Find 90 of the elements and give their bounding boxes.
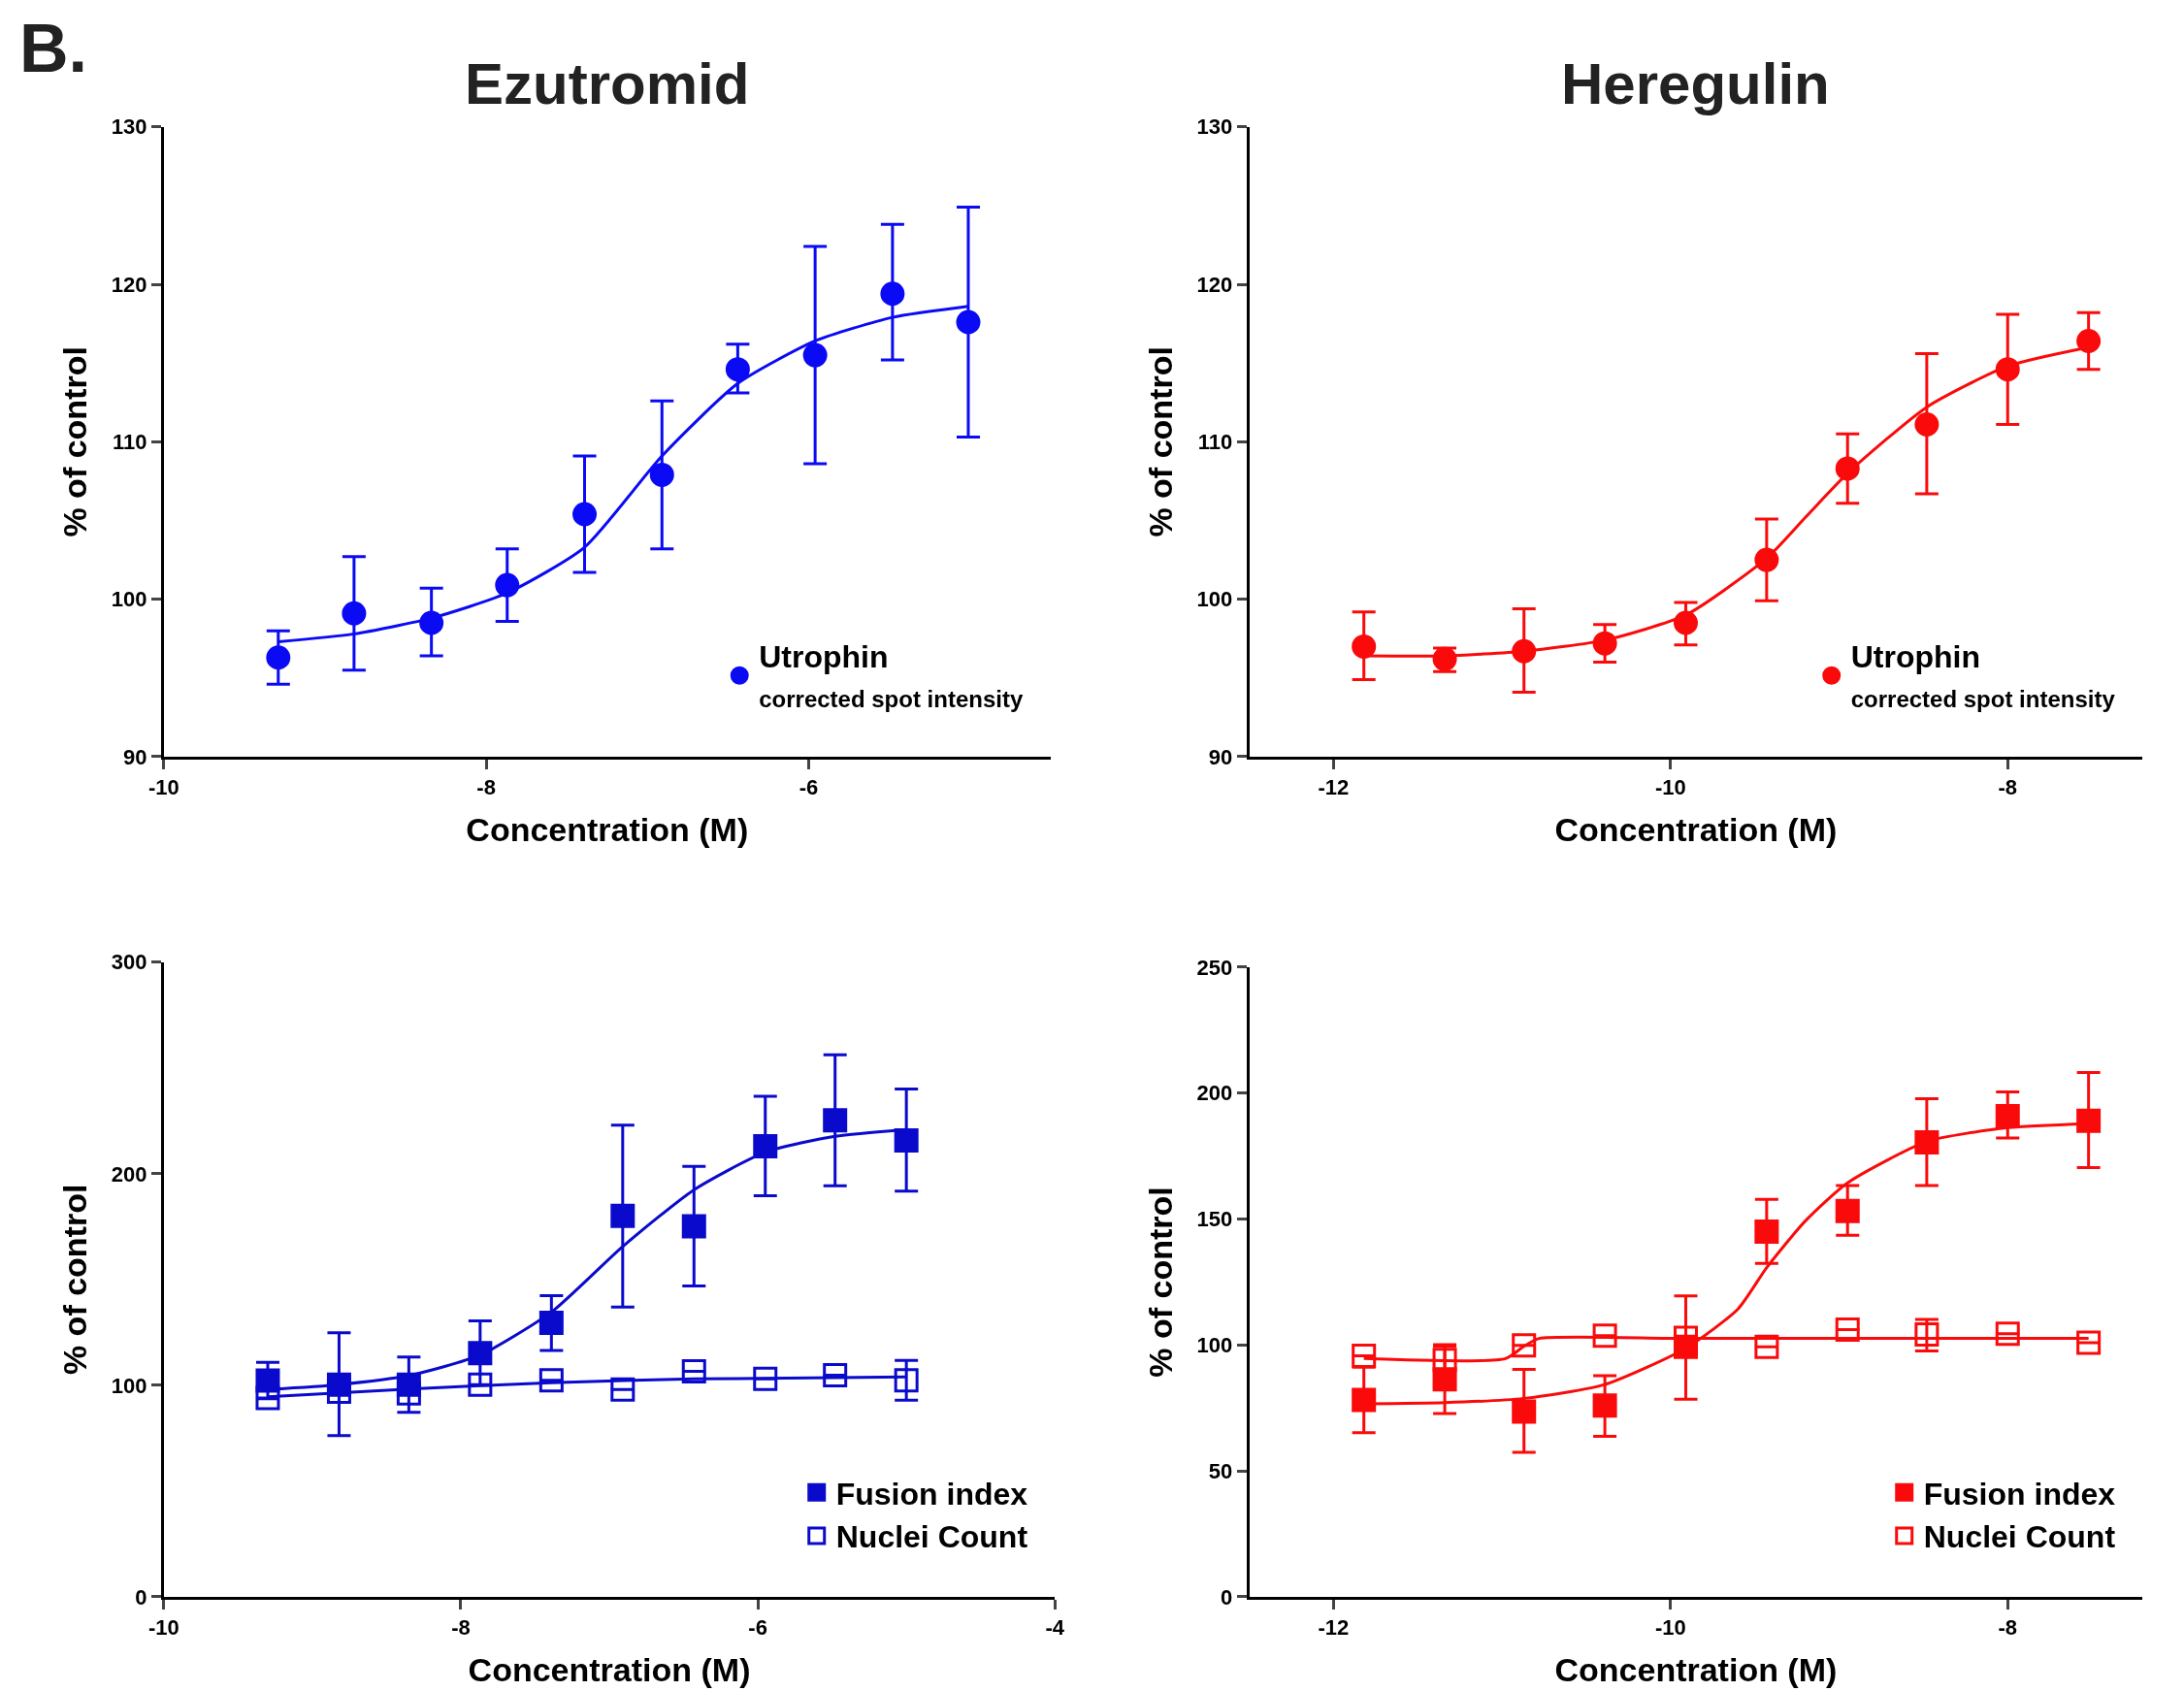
point [1592, 1323, 1617, 1349]
point [1995, 1321, 2020, 1347]
point [880, 281, 905, 307]
y-tick-label: 120 [1196, 272, 1233, 297]
legend-label: Utrophin corrected spot intensity [759, 638, 1024, 713]
x-tick-label: -8 [476, 775, 496, 800]
point [823, 1108, 848, 1133]
y-axis-title: % of control [56, 346, 94, 537]
point [610, 1203, 636, 1228]
point [396, 1381, 421, 1406]
x-tick-label: -10 [1654, 775, 1686, 800]
legend-label: Fusion index [835, 1476, 1028, 1512]
point [649, 462, 674, 487]
point [956, 309, 981, 335]
point [610, 1377, 636, 1402]
y-tick-label: 110 [1197, 430, 1233, 455]
y-axis-title: % of control [1142, 346, 1180, 537]
y-tick-label: 100 [1196, 1333, 1233, 1358]
point [725, 357, 750, 382]
x-tick-label: -6 [748, 1615, 767, 1641]
point [538, 1368, 564, 1393]
x-axis-title: Concentration (M) [1554, 1650, 1838, 1688]
legend-label: Nuclei Count [835, 1519, 1028, 1555]
point [538, 1311, 564, 1336]
y-tick-label: 120 [111, 272, 147, 297]
point [2076, 1330, 2102, 1355]
point [1352, 1387, 1377, 1413]
point [266, 645, 291, 670]
point [1914, 412, 1940, 437]
point [1592, 1393, 1617, 1418]
point [1352, 634, 1377, 659]
point [1432, 1348, 1457, 1373]
x-tick-label: -10 [147, 1615, 179, 1641]
y-axis-title: % of control [1142, 1187, 1180, 1378]
point [342, 601, 367, 626]
point [1754, 1334, 1779, 1359]
legend-label: Fusion index [1923, 1476, 2116, 1512]
point [823, 1362, 848, 1387]
point [1995, 1103, 2020, 1128]
y-tick-label: 100 [111, 587, 147, 612]
y-tick-label: 250 [1196, 955, 1233, 980]
chart-title: Heregulin [1561, 51, 1830, 116]
y-tick-label: 90 [122, 744, 147, 769]
x-tick-label: -10 [147, 775, 179, 800]
point [1512, 1399, 1537, 1424]
point [326, 1379, 351, 1404]
y-tick-label: 0 [1220, 1584, 1233, 1610]
point [1835, 1317, 1860, 1343]
y-tick-label: 300 [111, 950, 147, 975]
legend-label: Nuclei Count [1923, 1519, 2116, 1555]
point [1754, 1219, 1779, 1245]
x-axis-title: Concentration (M) [1554, 810, 1838, 848]
y-tick-label: 110 [112, 430, 147, 455]
x-tick-label: -12 [1318, 1615, 1350, 1641]
point [802, 342, 828, 368]
x-tick-label: -12 [1318, 775, 1350, 800]
x-tick-label: -8 [1998, 1615, 2018, 1641]
y-tick-label: 100 [1196, 587, 1233, 612]
y-tick-label: 130 [1196, 114, 1233, 140]
y-tick-label: 100 [111, 1373, 147, 1398]
x-tick-label: -4 [1045, 1615, 1065, 1641]
y-tick-label: 90 [1208, 744, 1233, 769]
y-tick-label: 0 [135, 1584, 147, 1610]
point [753, 1366, 778, 1391]
x-tick-label: -6 [799, 775, 819, 800]
y-tick-label: 200 [111, 1161, 147, 1187]
point [572, 502, 598, 527]
x-tick-label: -8 [1998, 775, 2018, 800]
point [681, 1214, 706, 1239]
chart-title: Ezutromid [465, 51, 750, 116]
point [681, 1358, 706, 1383]
point [894, 1368, 919, 1393]
point [1352, 1344, 1377, 1369]
x-axis-title: Concentration (M) [466, 810, 749, 848]
point [1914, 1321, 1940, 1347]
point [894, 1128, 919, 1154]
y-tick-label: 50 [1208, 1458, 1233, 1483]
point [1512, 1333, 1537, 1358]
y-tick-label: 130 [111, 114, 147, 140]
y-axis-title: % of control [56, 1184, 94, 1376]
x-axis-title: Concentration (M) [468, 1650, 751, 1688]
point [1835, 1198, 1860, 1223]
legend-label: Utrophin corrected spot intensity [1850, 638, 2116, 713]
y-tick-label: 200 [1196, 1081, 1233, 1106]
x-tick-label: -10 [1654, 1615, 1686, 1641]
point [2076, 1108, 2102, 1133]
y-tick-label: 150 [1196, 1207, 1233, 1232]
x-tick-label: -8 [451, 1615, 471, 1641]
text: B. [19, 11, 87, 86]
point [2076, 328, 2102, 353]
